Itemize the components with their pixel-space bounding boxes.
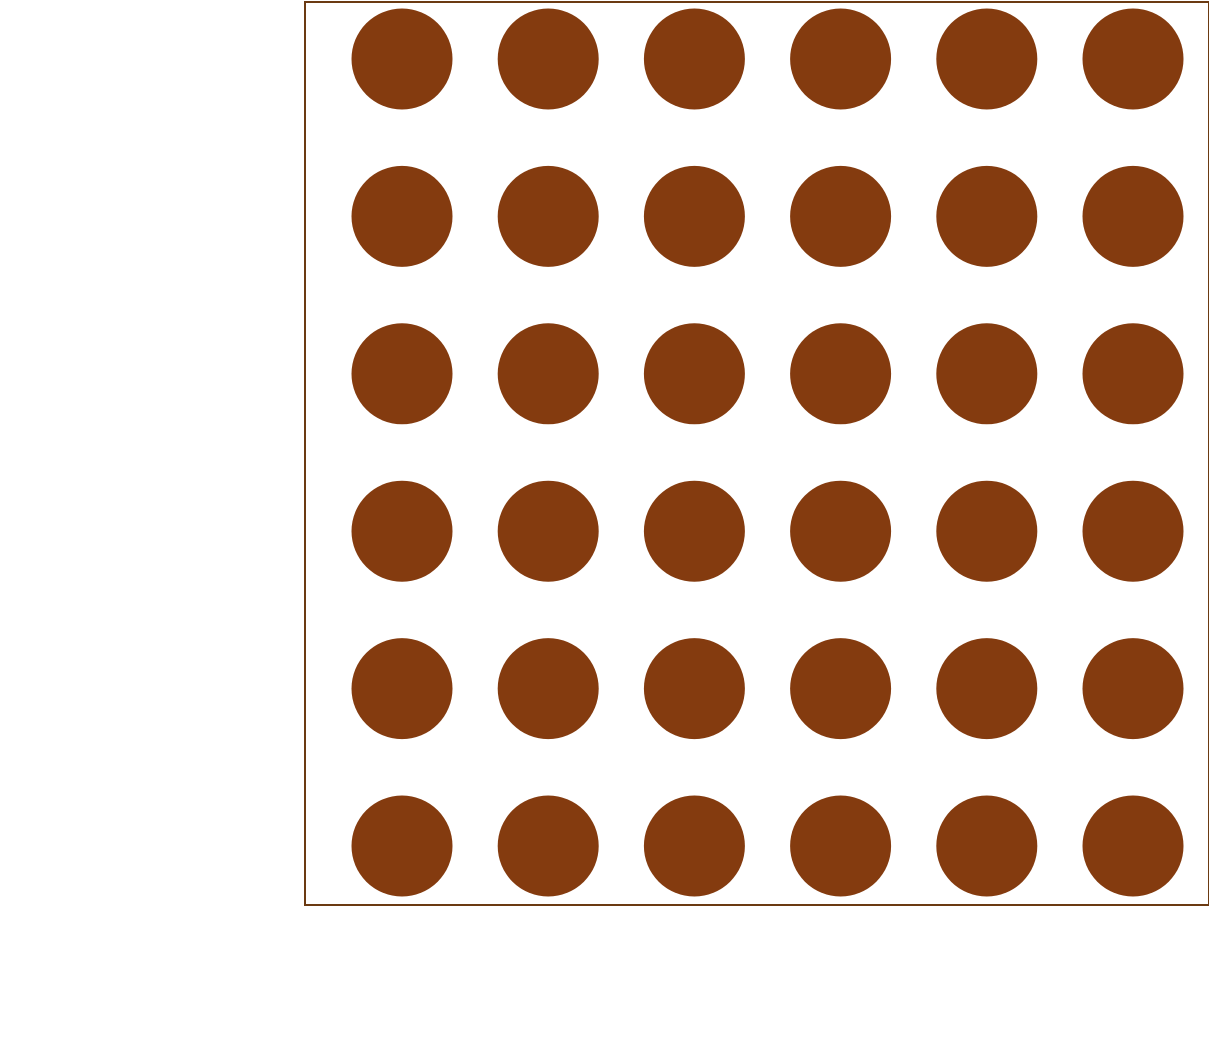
dot-r1-c2 — [497, 8, 599, 110]
dot-r6-c4 — [790, 795, 892, 897]
dot-r1-c4 — [790, 8, 892, 110]
dot-r2-c3 — [643, 165, 745, 267]
dot-r3-c3 — [643, 323, 745, 425]
dot-r6-c6 — [1082, 795, 1184, 897]
dot-r1-c3 — [643, 8, 745, 110]
dot-r5-c5 — [936, 638, 1038, 740]
dot-r3-c2 — [497, 323, 599, 425]
dot-r3-c5 — [936, 323, 1038, 425]
dot-grid-panel — [304, 1, 1209, 906]
dot-r6-c2 — [497, 795, 599, 897]
dot-r4-c6 — [1082, 480, 1184, 582]
dot-r6-c3 — [643, 795, 745, 897]
dot-r3-c6 — [1082, 323, 1184, 425]
dot-r3-c4 — [790, 323, 892, 425]
dot-r4-c5 — [936, 480, 1038, 582]
dot-r2-c4 — [790, 165, 892, 267]
dot-r2-c5 — [936, 165, 1038, 267]
dot-r1-c6 — [1082, 8, 1184, 110]
dot-r4-c4 — [790, 480, 892, 582]
dot-r3-c1 — [351, 323, 453, 425]
dot-grid — [351, 8, 1184, 897]
dot-r4-c3 — [643, 480, 745, 582]
dot-r1-c5 — [936, 8, 1038, 110]
dot-r5-c1 — [351, 638, 453, 740]
dot-r5-c4 — [790, 638, 892, 740]
dot-r5-c6 — [1082, 638, 1184, 740]
dot-r5-c2 — [497, 638, 599, 740]
dot-r1-c1 — [351, 8, 453, 110]
dot-r4-c1 — [351, 480, 453, 582]
dot-r2-c2 — [497, 165, 599, 267]
dot-r2-c6 — [1082, 165, 1184, 267]
dot-r6-c5 — [936, 795, 1038, 897]
dot-r2-c1 — [351, 165, 453, 267]
dot-r6-c1 — [351, 795, 453, 897]
dot-r4-c2 — [497, 480, 599, 582]
dot-r5-c3 — [643, 638, 745, 740]
